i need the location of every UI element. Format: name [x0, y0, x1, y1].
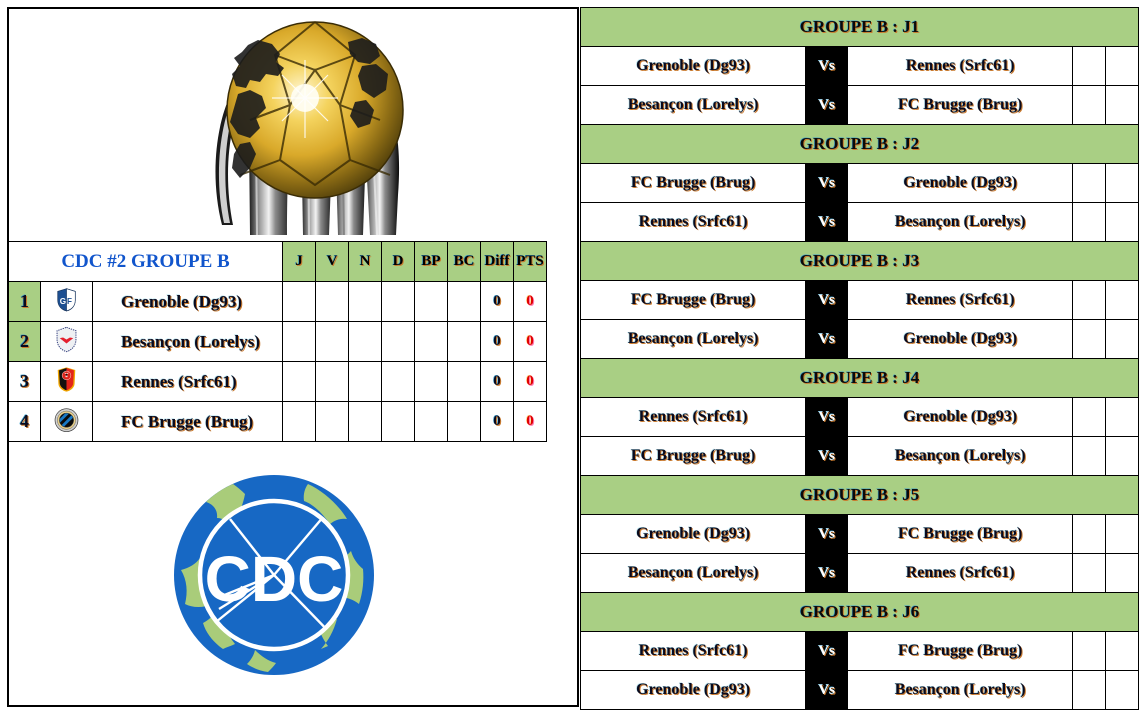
svg-text:F: F — [67, 297, 72, 306]
svg-text:CDC: CDC — [205, 543, 344, 615]
svg-text:G: G — [60, 297, 66, 306]
